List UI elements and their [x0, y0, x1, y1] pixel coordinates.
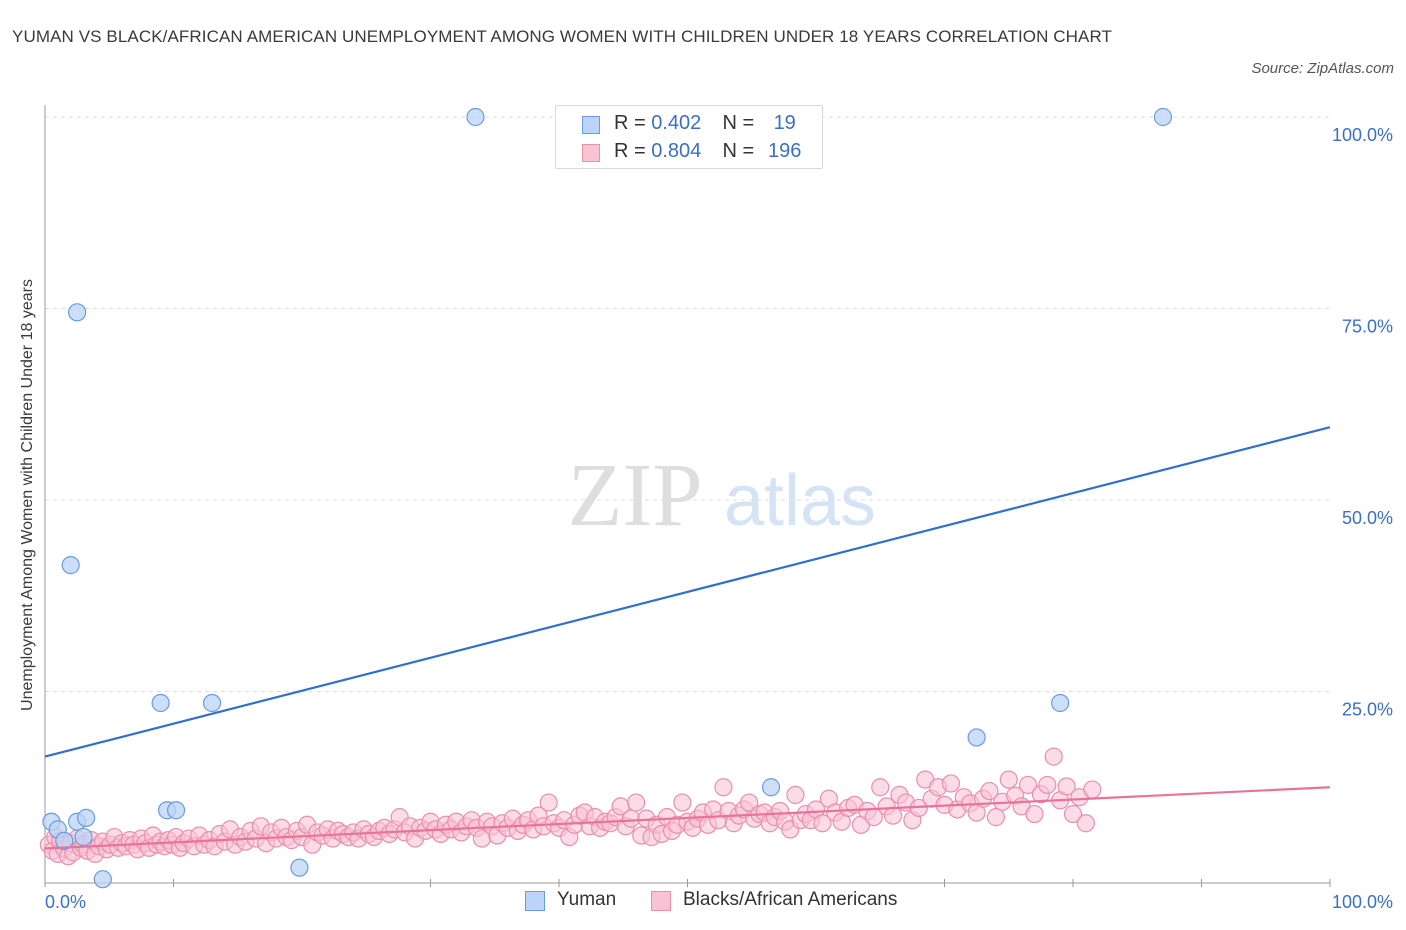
yuman-point-16	[967, 728, 986, 747]
source-credit: Source: ZipAtlas.com	[1251, 60, 1394, 77]
legend-r-value-yuman: 0.402	[651, 112, 702, 134]
black-point-199	[1057, 777, 1076, 796]
black-point-197	[1044, 747, 1063, 766]
yuman-point-10	[166, 801, 186, 820]
bottom-legend-swatch-black	[651, 891, 671, 911]
x-tick-label-min: 0.0%	[45, 892, 86, 912]
legend-swatch-yuman	[582, 116, 600, 134]
black-point-181	[941, 774, 961, 793]
legend-n-value-black: 196	[768, 140, 802, 162]
yuman-trend-line	[44, 426, 1331, 758]
x-tick-label-max: 100.0%	[1332, 892, 1393, 912]
legend-n-label-yuman: N =	[722, 112, 755, 134]
black-point-147	[740, 793, 759, 812]
gridlines	[45, 116, 1330, 692]
black-point-203	[1083, 780, 1102, 799]
trend-lines	[44, 426, 1331, 850]
bottom-legend-label-black: Blacks/African Americans	[683, 889, 898, 910]
yuman-point-2	[55, 831, 74, 850]
bottom-legend-swatch-yuman	[525, 891, 545, 911]
black-point-170	[871, 778, 890, 797]
legend-r-value-black: 0.804	[651, 140, 702, 162]
legend-r-label-yuman: R =	[614, 112, 646, 134]
black-point-187	[980, 781, 999, 801]
black-point-124	[621, 809, 641, 828]
yuman-point-12	[202, 693, 222, 713]
yuman-point-15	[761, 778, 781, 797]
watermark-zip: ZIP	[568, 446, 703, 545]
yuman-point-14	[466, 107, 485, 127]
bottom-legend-label-yuman: Yuman	[557, 889, 617, 910]
series-yuman-points	[42, 107, 1173, 889]
black-point-196	[1038, 775, 1057, 795]
black-trend-line	[44, 786, 1331, 850]
legend-n-value-yuman: 19	[773, 112, 796, 134]
black-point-142	[714, 778, 733, 797]
y-axis-label: Unemployment Among Women with Children U…	[19, 279, 36, 711]
chart-title: YUMAN VS BLACK/AFRICAN AMERICAN UNEMPLOY…	[12, 27, 1113, 46]
y-tick-label-25: 25.0%	[1342, 700, 1393, 720]
yuman-point-8	[93, 870, 112, 889]
black-point-161	[813, 814, 832, 833]
yuman-point-6	[74, 827, 93, 847]
yuman-point-4	[61, 556, 80, 575]
y-tick-label-75: 75.0%	[1342, 317, 1393, 337]
watermark-atlas: atlas	[724, 461, 876, 541]
black-point-156	[786, 785, 805, 805]
black-point-194	[1025, 804, 1044, 824]
black-point-200	[1063, 804, 1083, 824]
yuman-point-18	[1153, 107, 1173, 127]
black-point-108	[539, 793, 558, 812]
black-point-190	[999, 770, 1018, 789]
y-tick-label-100: 100.0%	[1332, 125, 1393, 145]
black-point-172	[883, 806, 903, 825]
legend-r-label-black: R =	[614, 140, 646, 162]
black-point-134	[673, 793, 692, 812]
stats-legend: R = 0.402 N = 19 R = 0.804 N = 196	[555, 105, 823, 169]
yuman-point-5	[68, 303, 87, 322]
legend-n-label-black: N =	[722, 140, 755, 162]
yuman-point-7	[77, 808, 96, 827]
black-point-188	[986, 808, 1006, 827]
yuman-point-13	[290, 858, 309, 877]
axes	[44, 105, 1331, 887]
yuman-point-11	[151, 693, 170, 713]
legend-swatch-black	[582, 144, 600, 162]
black-point-202	[1076, 814, 1095, 833]
y-tick-label-50: 50.0%	[1342, 508, 1393, 528]
tick-labels: 100.0% 75.0% 50.0% 25.0% 0.0% 100.0%	[45, 125, 1393, 912]
black-point-193	[1018, 775, 1038, 795]
yuman-point-17	[1051, 693, 1070, 713]
black-point-125	[626, 793, 646, 812]
